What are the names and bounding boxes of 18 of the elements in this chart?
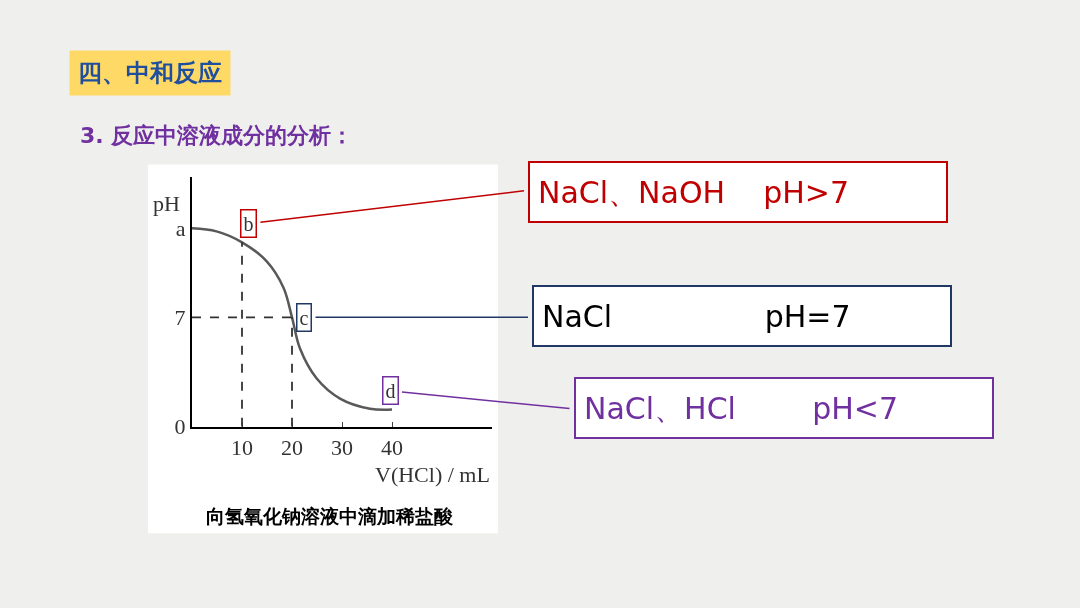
text: 向氢氧化钠溶液中滴加稀盐酸 — [206, 505, 454, 527]
x-tick-label: 40 — [381, 435, 403, 461]
annotation: b — [243, 212, 254, 235]
annotation: c — [299, 306, 309, 329]
y-tick-label: 7 — [174, 305, 186, 331]
x-tick-label: 30 — [331, 435, 353, 461]
chart-subtitle: 3. 反应中溶液成分的分析： — [80, 123, 354, 148]
text: NaCl pH=7 — [542, 298, 851, 334]
chart-title: 四、中和反应 — [78, 59, 222, 87]
x-tick-label: 10 — [231, 435, 253, 461]
y-tick-label: a — [175, 215, 186, 241]
text: NaCl、NaOH pH>7 — [538, 174, 850, 210]
y-tick-label: 0 — [174, 414, 186, 440]
x-tick-label: 20 — [281, 435, 303, 461]
text: NaCl、HCl pH<7 — [584, 390, 899, 426]
x-axis-title: V(HCl) / mL — [375, 462, 490, 487]
annotation: d — [385, 379, 396, 402]
y-axis-title: pH — [153, 191, 180, 216]
